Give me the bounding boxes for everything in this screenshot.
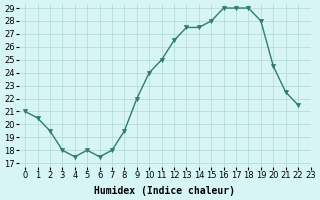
X-axis label: Humidex (Indice chaleur): Humidex (Indice chaleur) xyxy=(94,186,235,196)
